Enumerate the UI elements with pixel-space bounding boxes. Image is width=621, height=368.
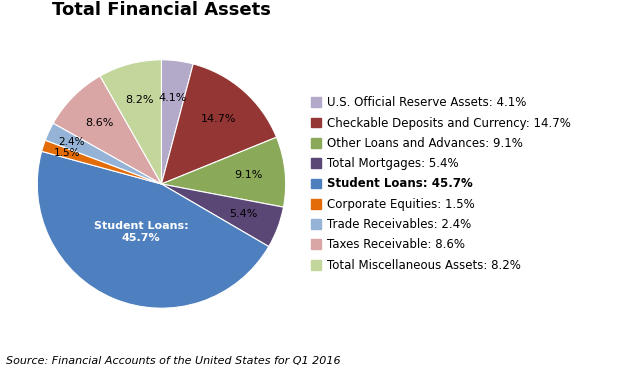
Legend: U.S. Official Reserve Assets: 4.1%, Checkable Deposits and Currency: 14.7%, Othe: U.S. Official Reserve Assets: 4.1%, Chec… bbox=[310, 96, 571, 272]
Text: 5.4%: 5.4% bbox=[229, 209, 257, 219]
Text: Student Loans:
45.7%: Student Loans: 45.7% bbox=[94, 221, 189, 243]
Wedge shape bbox=[53, 76, 161, 184]
Text: 8.6%: 8.6% bbox=[86, 118, 114, 128]
Wedge shape bbox=[100, 60, 161, 184]
Wedge shape bbox=[37, 151, 269, 308]
Text: 14.7%: 14.7% bbox=[201, 114, 237, 124]
Text: 2.4%: 2.4% bbox=[58, 137, 84, 147]
Wedge shape bbox=[42, 140, 161, 184]
Text: 1.5%: 1.5% bbox=[53, 148, 80, 158]
Title: Federal Government
Total Financial Assets: Federal Government Total Financial Asset… bbox=[52, 0, 271, 19]
Text: Source: Financial Accounts of the United States for Q1 2016: Source: Financial Accounts of the United… bbox=[6, 356, 341, 366]
Wedge shape bbox=[161, 184, 283, 247]
Wedge shape bbox=[161, 137, 286, 207]
Wedge shape bbox=[45, 123, 161, 184]
Text: 4.1%: 4.1% bbox=[158, 93, 187, 103]
Text: 9.1%: 9.1% bbox=[233, 170, 262, 180]
Text: 8.2%: 8.2% bbox=[125, 95, 153, 105]
Wedge shape bbox=[161, 64, 276, 184]
Wedge shape bbox=[161, 60, 193, 184]
